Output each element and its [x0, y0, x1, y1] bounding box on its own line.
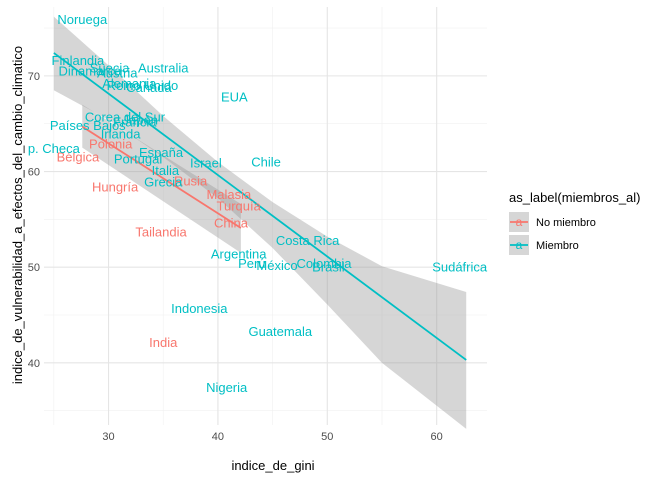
point-label: India: [149, 335, 178, 350]
x-tick-label: 40: [212, 431, 224, 443]
point-label: Francia: [113, 114, 157, 129]
point-label: Finlandia: [52, 53, 106, 68]
point-label: Israel: [190, 155, 222, 170]
point-label: Japón: [123, 112, 158, 127]
point-label: Suecia: [90, 61, 131, 76]
point-label: Perú: [238, 256, 265, 271]
legend-label: No miembro: [536, 217, 596, 229]
legend-key-glyph: a: [516, 238, 523, 252]
fit-lines: [53, 52, 467, 361]
x-tick-labels: 30 40 50 60: [102, 431, 442, 443]
point-label: Costa Rica: [276, 233, 340, 248]
point-label: Corea del Sur: [85, 110, 166, 125]
point-label: Turquía: [217, 198, 262, 213]
point-label: Dinamarca: [59, 64, 123, 79]
y-tick-label: 60: [28, 167, 40, 179]
point-label: China: [214, 216, 249, 231]
legend-key-glyph: a: [516, 215, 523, 229]
y-tick-label: 40: [28, 358, 40, 370]
point-label: España: [139, 145, 184, 160]
point-label: p. Checa: [28, 141, 81, 156]
point-label: México: [256, 258, 297, 273]
fit-line: [81, 125, 242, 229]
point-label: Canadá: [126, 80, 172, 95]
y-axis-title: indice_de_vulnerabilidad_a_efectos_del_c…: [10, 46, 25, 384]
point-label: Hungría: [92, 179, 139, 194]
point-label: Nigeria: [206, 380, 248, 395]
point-label: Sudáfrica: [432, 260, 488, 275]
point-label: Tailandia: [135, 224, 187, 239]
point-label: Brasil: [312, 260, 345, 275]
point-label: Portugal: [114, 152, 163, 167]
legend-key: a Miembro: [509, 235, 579, 255]
point-label: Australia: [138, 61, 189, 76]
point-label: Polonia: [89, 136, 133, 151]
point-label: Guatemala: [248, 324, 312, 339]
point-label: Irlanda: [101, 127, 142, 142]
x-tick-label: 50: [321, 431, 333, 443]
y-tick-label: 50: [28, 262, 40, 274]
point-label: Rusia: [174, 174, 208, 189]
point-label: EUA: [221, 89, 248, 104]
legend-key: a No miembro: [509, 212, 596, 232]
y-tick-label: 70: [28, 71, 40, 83]
x-tick-label: 30: [102, 431, 114, 443]
point-label: Grecia: [144, 175, 183, 190]
point-label: Chile: [251, 154, 281, 169]
point-label: Noruega: [57, 12, 108, 27]
grid-minor: [44, 7, 487, 425]
fit-line: [53, 52, 467, 361]
legend: as_label(miembros_al) a No miembro a Miembr…: [509, 190, 641, 255]
point-label: Bélgica: [57, 150, 100, 165]
point-label: Indonesia: [171, 301, 228, 316]
confidence-band: [82, 104, 241, 253]
x-axis-title: indice_de_gini: [231, 458, 314, 473]
legend-label: Miembro: [536, 240, 579, 252]
confidence-bands: [53, 16, 467, 429]
point-label: Reino Unido: [107, 78, 179, 93]
point-label: Colombia: [297, 256, 353, 271]
point-label: Austria: [97, 66, 138, 81]
point-label: Países Bajos: [50, 118, 126, 133]
legend-title: as_label(miembros_al): [509, 190, 641, 205]
grid-major: [44, 7, 487, 425]
point-label: Malasia: [206, 187, 252, 202]
confidence-band: [53, 16, 467, 429]
point-label: Alemania: [102, 76, 157, 91]
x-tick-label: 60: [431, 431, 443, 443]
point-label: Italia: [152, 163, 180, 178]
y-tick-labels: 40 50 60 70: [28, 71, 40, 370]
point-label: Argentina: [211, 246, 267, 261]
